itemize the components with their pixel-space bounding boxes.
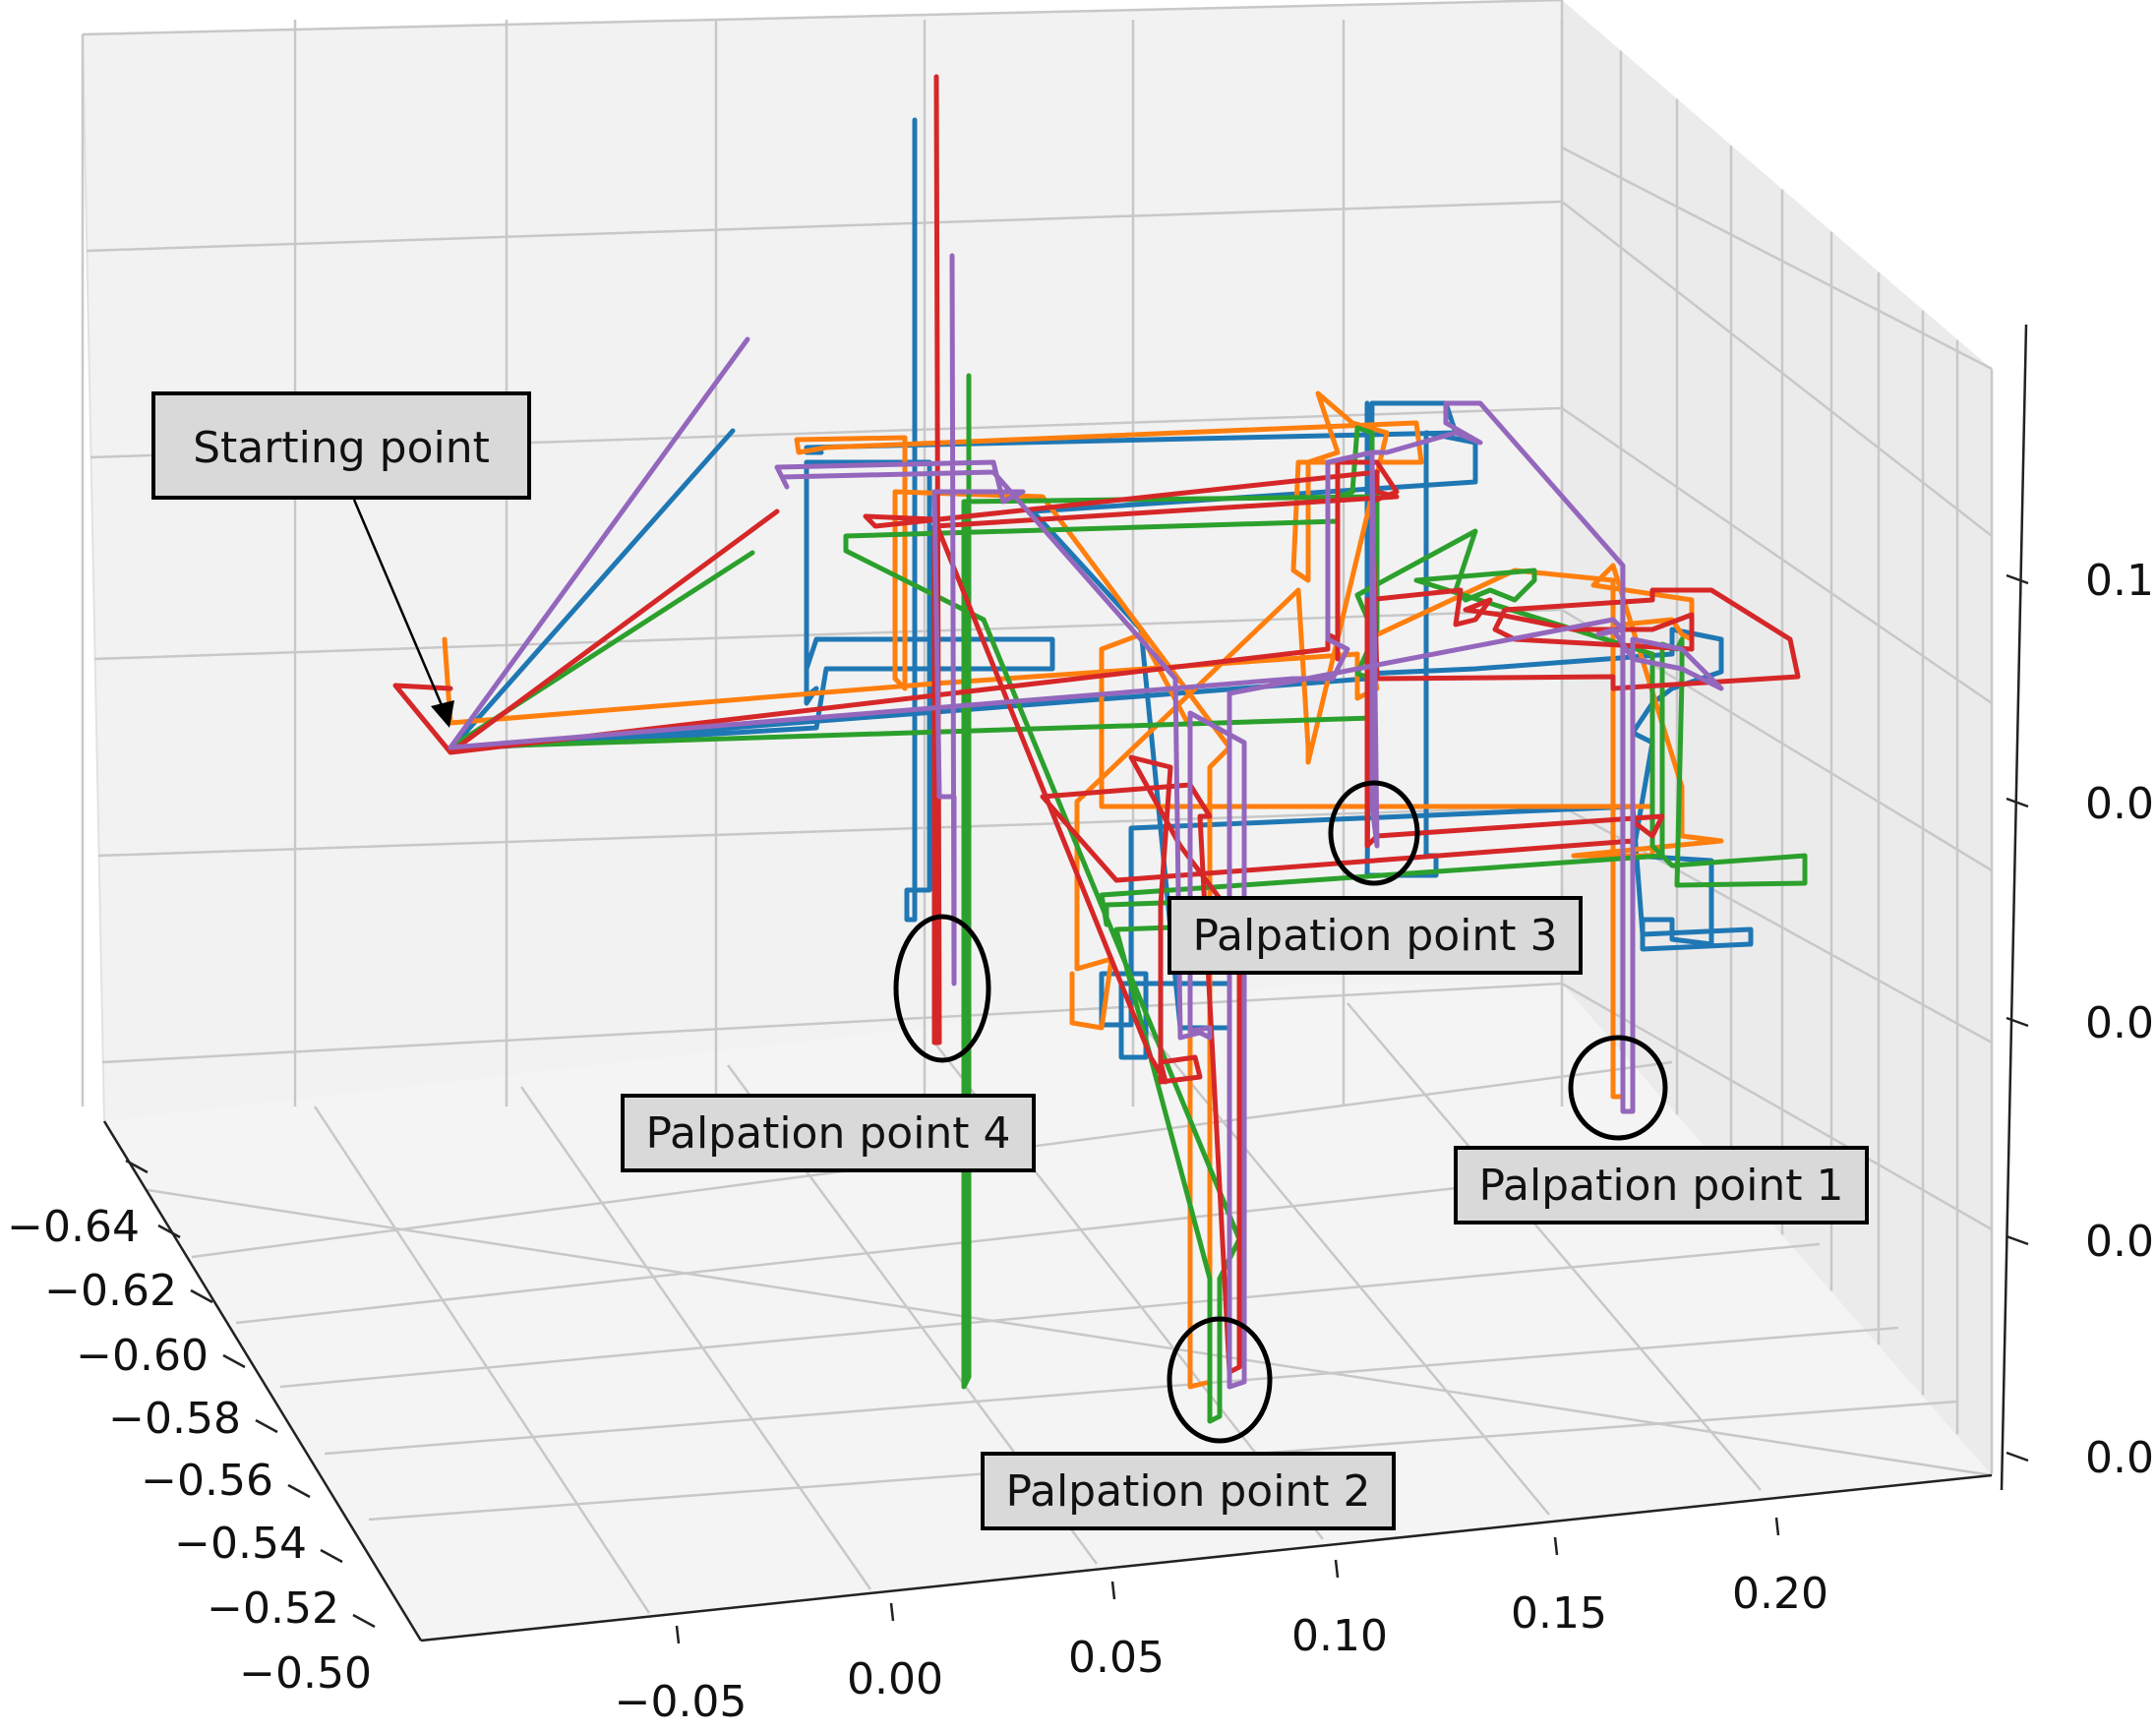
callout-label: Palpation point 1	[1478, 1161, 1843, 1211]
callout-palpation-point-4: Palpation point 4	[621, 1094, 1036, 1172]
y-axis-line	[102, 1120, 423, 1642]
y-tick-label: −0.60	[76, 1331, 209, 1381]
palpation-circle-1	[1568, 1035, 1668, 1141]
trajectory-line	[448, 117, 1754, 1060]
x-tick-mark	[1334, 1559, 1340, 1579]
y-tick-label: −0.50	[239, 1648, 372, 1699]
palpation-circle-3	[1328, 780, 1420, 886]
grid-line	[313, 1105, 651, 1614]
callout-starting-point: Starting point	[151, 391, 531, 500]
z-tick-label: 0.02	[2085, 1433, 2156, 1483]
grid-line	[1561, 146, 1993, 371]
z-tick-mark	[2006, 1451, 2029, 1463]
y-tick-label: −0.58	[108, 1394, 241, 1444]
x-tick-label: 0.05	[1068, 1633, 1165, 1683]
palpation-circle-2	[1167, 1316, 1273, 1444]
z-tick-mark	[2006, 797, 2029, 808]
y-tick-label: −0.54	[174, 1519, 307, 1569]
x-tick-label: 0.00	[847, 1654, 943, 1704]
x-tick-mark	[889, 1602, 895, 1622]
y-tick-label: −0.62	[44, 1266, 177, 1316]
z-tick-mark	[2006, 1016, 2029, 1028]
axes-lines	[102, 324, 2028, 1642]
grid-line	[97, 805, 1563, 858]
grid-line	[101, 982, 1563, 1064]
trajectory-line	[392, 74, 1801, 1375]
z-tick-label: 0.06	[2085, 998, 2156, 1048]
x-tick-mark	[1553, 1536, 1559, 1556]
callout-label: Palpation point 2	[1005, 1466, 1370, 1517]
x-tick-mark	[1774, 1517, 1780, 1536]
y-tick-mark	[320, 1548, 343, 1564]
x-tick-label: 0.15	[1511, 1588, 1607, 1639]
z-tick-mark	[2006, 573, 2029, 585]
z-axis-line	[2000, 324, 2028, 1491]
y-tick-mark	[222, 1353, 246, 1369]
grid-line	[86, 200, 1563, 253]
grid-line	[147, 1188, 1993, 1477]
x-tick-mark	[675, 1625, 681, 1644]
y-tick-mark	[190, 1288, 213, 1304]
y-tick-mark	[125, 1159, 149, 1174]
z-tick-label: 0.10	[2085, 556, 2156, 606]
x-tick-label: −0.05	[615, 1677, 748, 1727]
callout-label: Starting point	[193, 423, 490, 473]
grid-line	[324, 1326, 1899, 1456]
grid-line	[93, 608, 1563, 661]
z-tick-label: 0.08	[2085, 779, 2156, 829]
z-tick-mark	[2006, 1234, 2029, 1246]
y-tick-label: −0.64	[7, 1202, 140, 1252]
trajectories	[392, 74, 1808, 1424]
grid-line	[82, 0, 1563, 36]
x-tick-label: 0.10	[1291, 1611, 1388, 1661]
x-tick-labels: −0.05 0.00 0.05 0.10 0.15 0.20	[615, 1517, 1828, 1727]
trajectory-line	[448, 253, 1724, 1390]
y-tick-labels: −0.64 −0.62 −0.60 −0.58 −0.56 −0.54 −0.52 −0.50	[7, 1159, 376, 1699]
y-tick-label: −0.56	[141, 1456, 273, 1506]
y-tick-mark	[255, 1418, 278, 1434]
grid-line	[1561, 406, 1993, 705]
callout-palpation-point-2: Palpation point 2	[981, 1452, 1396, 1530]
y-tick-mark	[287, 1483, 311, 1499]
grid-line	[519, 1086, 872, 1590]
grid-line	[279, 1242, 1821, 1389]
x-axis-line	[420, 1473, 1993, 1642]
callout-label: Palpation point 4	[645, 1108, 1010, 1159]
y-tick-mark	[352, 1613, 376, 1629]
grid-line	[1561, 201, 1993, 537]
grid-line	[1347, 1002, 1762, 1491]
y-tick-label: −0.52	[207, 1583, 339, 1634]
x-tick-mark	[1110, 1581, 1116, 1600]
z-tick-labels: 0.02 0.04 0.06 0.08 0.10	[2006, 556, 2156, 1483]
callout-palpation-point-1: Palpation point 1	[1454, 1146, 1869, 1224]
palpation-circle-4	[893, 914, 991, 1063]
start-arrow	[352, 499, 447, 713]
z-tick-label: 0.04	[2085, 1217, 2156, 1267]
callout-palpation-point-3: Palpation point 3	[1168, 896, 1583, 975]
start-arrow-head	[431, 700, 454, 728]
callout-label: Palpation point 3	[1192, 911, 1557, 961]
y-tick-mark	[157, 1224, 181, 1239]
x-tick-label: 0.20	[1732, 1569, 1828, 1619]
